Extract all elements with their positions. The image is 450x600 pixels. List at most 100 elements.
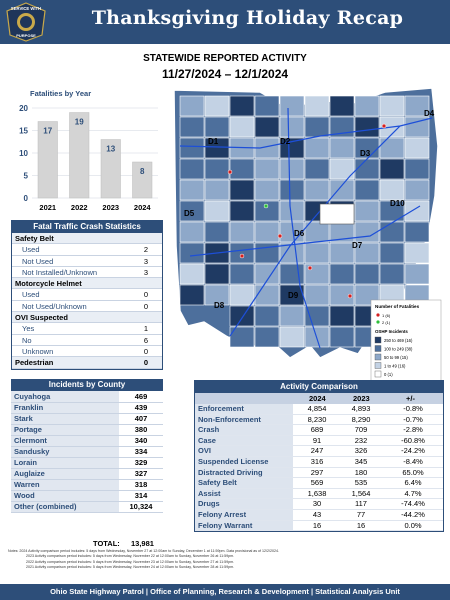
stat-label: Used: [22, 290, 40, 300]
county-cell: [354, 221, 380, 243]
county-cell: [354, 179, 380, 201]
county-row: Wood 314: [11, 490, 163, 502]
legend-swatch: [374, 370, 382, 378]
county-cell: [279, 95, 305, 117]
activity-value: 689: [310, 425, 324, 435]
county-row: Other (combined) 10,324: [11, 501, 163, 513]
bar-value-label: 13: [106, 145, 115, 154]
header-banner: SERVICE WITH PURPOSE Thanksgiving Holida…: [0, 0, 450, 44]
activity-row: OVI 247 326 -24.2%: [195, 446, 443, 457]
activity-row: Felony Arrest 43 77 -44.2%: [195, 509, 443, 521]
fatalities-chart: Fatalities by Year 0 5 10 15 20 17 2021 19 2022 1…: [6, 86, 166, 218]
activity-value: 16: [312, 520, 322, 530]
county-cell: [354, 95, 380, 117]
county-name: Stark: [11, 413, 119, 425]
county-cell: [354, 242, 380, 264]
county-cell: [279, 305, 305, 327]
stat-row: Unknown 0: [12, 346, 162, 358]
total-label: TOTAL:: [93, 539, 120, 548]
note-line: 2021 Activity comparison period includes…: [26, 565, 235, 570]
bar: [69, 112, 90, 199]
district-label: D4: [424, 109, 435, 118]
activity-row: Enforcement 4,854 4,893 -0.8%: [195, 404, 443, 415]
county-cell: [179, 158, 205, 180]
county-cell: [279, 263, 305, 285]
activity-value: 4,893: [351, 404, 371, 413]
stat-label: Not Used: [22, 256, 54, 266]
activity-label: Crash: [195, 425, 293, 435]
activity-label: Felony Warrant: [195, 520, 293, 531]
county-cell: [254, 263, 280, 285]
county-cell: [329, 305, 355, 327]
county-cell: [204, 263, 230, 285]
county-cell: [379, 137, 405, 159]
incidents-by-county: Incidents by County Cuyahoga 469 Franklin 4…: [11, 379, 163, 548]
activity-column-headers: 2024 2023 +/-: [195, 393, 443, 404]
county-cell: [279, 284, 305, 306]
county-cell: [279, 326, 305, 348]
county-row: Clermont 340: [11, 435, 163, 447]
fatality-dot: [239, 253, 245, 259]
county-cell: [279, 179, 305, 201]
date-range: 11/27/2024 – 12/1/2024: [161, 67, 289, 81]
stat-row: Safety Belt: [12, 233, 162, 245]
legend-swatch: [374, 345, 382, 352]
activity-value: 0.0%: [404, 520, 422, 530]
stat-value: 0: [143, 358, 148, 368]
county-cell: [179, 221, 205, 243]
county-cell: [254, 284, 280, 306]
stat-label: No: [22, 335, 32, 345]
county-cell: [179, 116, 205, 138]
county-cell: [229, 326, 255, 348]
activity-comparison: Activity Comparison 2024 2023 +/- Enforc…: [194, 380, 444, 533]
chart-title: Fatalities by Year: [30, 89, 92, 98]
activity-value: 1,638: [307, 488, 327, 498]
fatal-stats-title: Fatal Traffic Crash Statistics: [12, 221, 162, 233]
stat-value: 2: [143, 245, 148, 255]
activity-row: Drugs 30 117 -74.4%: [195, 499, 443, 510]
badge-top-text: SERVICE WITH: [11, 6, 41, 11]
county-cell: [254, 179, 280, 201]
activity-value: -2.8%: [403, 425, 423, 435]
county-cell: [329, 326, 355, 348]
stat-value: 3: [143, 267, 148, 277]
county-cell: [229, 242, 255, 264]
county-cell: [404, 242, 430, 264]
activity-value: 91: [312, 435, 322, 445]
bar: [132, 161, 153, 199]
stat-row: Yes 1: [12, 323, 162, 335]
activity-value: 8,290: [351, 414, 371, 424]
activity-value: 30: [312, 499, 322, 509]
stat-row: Used 0: [12, 289, 162, 301]
fatality-dot: [307, 265, 313, 271]
county-cell: [229, 221, 255, 243]
activity-label: Non-Enforcement: [195, 414, 293, 425]
activity-value: 6.4%: [404, 478, 422, 488]
county-name: Lorain: [11, 457, 119, 469]
activity-row: Suspended License 316 345 -8.4%: [195, 456, 443, 468]
county-row: Stark 407: [11, 413, 163, 425]
county-value: 314: [119, 490, 163, 502]
district-label: D10: [390, 199, 405, 208]
county-cell: [329, 242, 355, 264]
activity-value: 345: [354, 456, 368, 466]
county-cell: [204, 179, 230, 201]
county-cell: [179, 263, 205, 285]
activity-row: Safety Belt 569 535 6.4%: [195, 478, 443, 489]
county-cell: [304, 116, 330, 138]
activity-value: -24.2%: [401, 446, 425, 456]
legend-incidents-title: OSHP Incidents: [375, 329, 408, 334]
stat-row: Not Used/Unknown 0: [12, 301, 162, 313]
county-value: 329: [119, 457, 163, 469]
county-cell: [179, 200, 205, 222]
county-cell: [329, 95, 355, 117]
county-cell: [279, 116, 305, 138]
county-cell: [304, 158, 330, 180]
county-cell: [329, 179, 355, 201]
stat-row: Pedestrian 0: [12, 357, 162, 369]
county-value: 380: [119, 424, 163, 436]
district-label: D6: [294, 229, 305, 238]
county-cell: [329, 284, 355, 306]
ohio-county-map: D1 D2 D3 D4 D5 D6 D7 D8 D9 D10 Number of Fataliti…: [170, 86, 444, 436]
county-value: 407: [119, 413, 163, 425]
